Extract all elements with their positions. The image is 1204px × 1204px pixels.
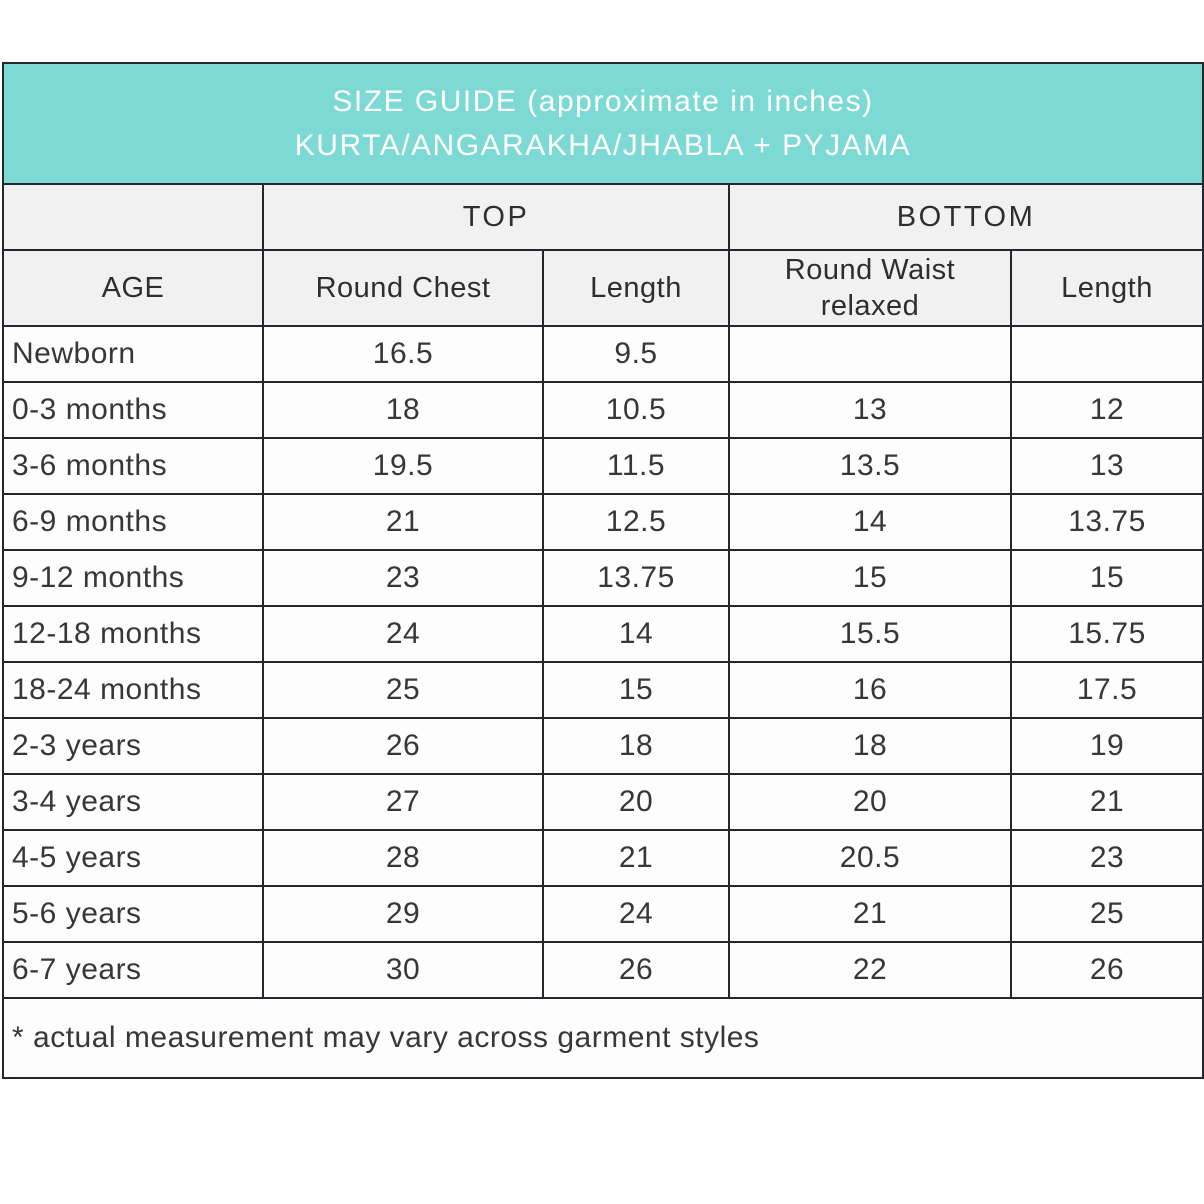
value-cell: 18	[262, 381, 544, 439]
col-header-round-chest: Round Chest	[262, 249, 544, 327]
age-cell: 5-6 years	[2, 885, 264, 943]
age-cell: 3-4 years	[2, 773, 264, 831]
table-title-banner: SIZE GUIDE (approximate in inches) KURTA…	[1, 62, 1204, 185]
title-line-1: SIZE GUIDE (approximate in inches)	[332, 85, 874, 118]
value-cell: 13.75	[542, 549, 730, 607]
value-cell: 21	[1009, 773, 1204, 831]
value-cell: 16	[728, 661, 1012, 719]
value-cell: 12	[1009, 381, 1204, 439]
value-cell: 26	[1009, 941, 1204, 999]
age-cell: 9-12 months	[2, 549, 264, 607]
value-cell: 15.5	[728, 605, 1012, 663]
value-cell: 13	[728, 381, 1012, 439]
value-cell: 25	[262, 661, 544, 719]
value-cell: 20	[542, 773, 730, 831]
value-cell	[728, 325, 1012, 383]
value-cell: 18	[728, 717, 1012, 775]
group-header-bottom: BOTTOM	[727, 183, 1204, 251]
value-cell: 26	[262, 717, 544, 775]
value-cell: 16.5	[262, 325, 544, 383]
value-cell: 19	[1009, 717, 1204, 775]
value-cell: 27	[262, 773, 544, 831]
table-row: 6-9 months 21 12.5 14 13.75	[2, 493, 1204, 551]
col-header-top-length: Length	[542, 249, 730, 327]
age-cell: Newborn	[2, 325, 264, 383]
age-cell: 6-9 months	[2, 493, 264, 551]
value-cell: 15	[1009, 549, 1204, 607]
value-cell	[1009, 325, 1204, 383]
value-cell: 13	[1009, 437, 1204, 495]
value-cell: 24	[542, 885, 730, 943]
value-cell: 14	[728, 493, 1012, 551]
group-header-empty	[2, 183, 264, 251]
age-cell: 6-7 years	[2, 941, 264, 999]
age-cell: 12-18 months	[2, 605, 264, 663]
banner-row: SIZE GUIDE (approximate in inches) KURTA…	[1, 62, 1204, 185]
value-cell: 23	[1009, 829, 1204, 887]
value-cell: 20.5	[728, 829, 1012, 887]
value-cell: 26	[542, 941, 730, 999]
table-row: 5-6 years 29 24 21 25	[2, 885, 1204, 943]
value-cell: 9.5	[542, 325, 730, 383]
value-cell: 15.75	[1009, 605, 1204, 663]
size-guide-table: SIZE GUIDE (approximate in inches) KURTA…	[1, 62, 1204, 1079]
table-row: 0-3 months 18 10.5 13 12	[2, 381, 1204, 439]
value-cell: 13.5	[728, 437, 1012, 495]
value-cell: 20	[728, 773, 1012, 831]
age-cell: 2-3 years	[2, 717, 264, 775]
value-cell: 14	[542, 605, 730, 663]
value-cell: 10.5	[542, 381, 730, 439]
age-cell: 3-6 months	[2, 437, 264, 495]
table-row: 18-24 months 25 15 16 17.5	[2, 661, 1204, 719]
table-row: Newborn 16.5 9.5	[2, 325, 1204, 383]
group-header-row: TOP BOTTOM	[2, 183, 1204, 251]
value-cell: 18	[542, 717, 730, 775]
group-header-top: TOP	[262, 183, 730, 251]
value-cell: 21	[728, 885, 1012, 943]
age-cell: 18-24 months	[2, 661, 264, 719]
value-cell: 25	[1009, 885, 1204, 943]
value-cell: 15	[542, 661, 730, 719]
table-body: Newborn 16.5 9.5 0-3 months 18 10.5 13 12 3-6 mo…	[2, 325, 1204, 999]
table-row: 3-6 months 19.5 11.5 13.5 13	[2, 437, 1204, 495]
value-cell: 24	[262, 605, 544, 663]
title-line-2: KURTA/ANGARAKHA/JHABLA + PYJAMA	[294, 128, 912, 162]
table-row: 2-3 years 26 18 18 19	[2, 717, 1204, 775]
column-header-row: AGE Round Chest Length Round Waist relax…	[2, 249, 1204, 327]
value-cell: 15	[728, 549, 1012, 607]
table-row: 4-5 years 28 21 20.5 23	[2, 829, 1204, 887]
age-cell: 4-5 years	[2, 829, 264, 887]
table-row: 9-12 months 23 13.75 15 15	[2, 549, 1204, 607]
col-header-age: AGE	[2, 249, 264, 327]
value-cell: 13.75	[1009, 493, 1204, 551]
value-cell: 19.5	[262, 437, 544, 495]
value-cell: 29	[262, 885, 544, 943]
value-cell: 23	[262, 549, 544, 607]
col-header-round-waist-relaxed: Round Waist relaxed	[728, 249, 1012, 327]
value-cell: 21	[542, 829, 730, 887]
value-cell: 28	[262, 829, 544, 887]
table-row: 12-18 months 24 14 15.5 15.75	[2, 605, 1204, 663]
value-cell: 22	[728, 941, 1012, 999]
value-cell: 11.5	[542, 437, 730, 495]
table-row: 3-4 years 27 20 20 21	[2, 773, 1204, 831]
age-cell: 0-3 months	[2, 381, 264, 439]
col-header-bottom-length: Length	[1009, 249, 1204, 327]
footnote-row: * actual measurement may vary across gar…	[1, 997, 1204, 1079]
value-cell: 30	[262, 941, 544, 999]
value-cell: 12.5	[542, 493, 730, 551]
table-row: 6-7 years 30 26 22 26	[2, 941, 1204, 999]
value-cell: 21	[262, 493, 544, 551]
footnote: * actual measurement may vary across gar…	[1, 997, 1204, 1079]
value-cell: 17.5	[1009, 661, 1204, 719]
